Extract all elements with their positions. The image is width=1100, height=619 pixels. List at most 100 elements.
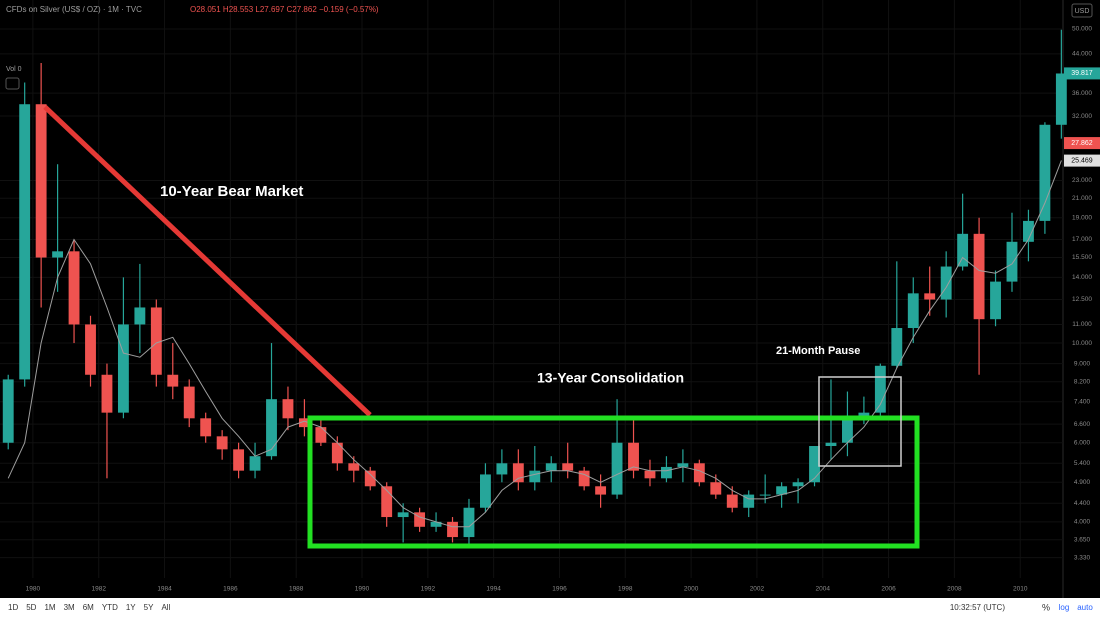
x-tick-label: 2010 — [1013, 586, 1028, 593]
candle-body — [743, 494, 755, 508]
candle-body — [298, 418, 310, 428]
candle-body — [35, 104, 47, 258]
y-tick-label: 21.000 — [1072, 195, 1092, 202]
trend-line — [43, 105, 372, 417]
currency-box — [1071, 3, 1093, 18]
candle-body — [364, 470, 376, 487]
price-marker-label: 27.862 — [1071, 140, 1093, 147]
x-tick-label: 1994 — [486, 586, 501, 593]
candle-body — [595, 486, 607, 495]
y-tick-label: 6.000 — [1074, 439, 1091, 446]
candle-body — [693, 463, 705, 483]
log-toggle[interactable]: log — [1059, 603, 1070, 612]
timeframe-button[interactable]: 1D — [8, 603, 18, 612]
x-tick-label: 1986 — [223, 586, 238, 593]
y-tick-label: 10.000 — [1072, 340, 1092, 347]
candle-body — [348, 463, 360, 471]
y-tick-label: 8.200 — [1074, 378, 1091, 385]
price-marker — [1064, 67, 1100, 80]
collapse-button[interactable] — [5, 77, 20, 90]
candle-body — [167, 374, 179, 387]
y-tick-label: 17.000 — [1072, 236, 1092, 243]
y-tick-label: 9.000 — [1074, 360, 1091, 367]
candle-body — [117, 324, 129, 413]
candle-body — [907, 293, 919, 329]
candle-body — [792, 482, 804, 487]
candle-body — [381, 486, 393, 518]
y-tick-label: 4.900 — [1074, 479, 1091, 486]
candle-body — [858, 412, 870, 419]
candle-body — [496, 463, 508, 475]
candle-body — [85, 324, 96, 375]
candle-body — [529, 470, 541, 483]
annotation: 21-Month Pause — [776, 345, 860, 357]
timeframe-button[interactable]: 1Y — [126, 603, 136, 612]
candle-body — [611, 442, 623, 495]
candle-body — [150, 307, 162, 375]
y-tick-label: 44.000 — [1072, 51, 1092, 58]
moving-average — [7, 160, 1062, 528]
candle-body — [266, 399, 277, 457]
y-tick-label: 7.400 — [1074, 399, 1091, 406]
x-tick-label: 1990 — [355, 586, 370, 593]
x-tick-label: 2006 — [881, 586, 896, 593]
price-marker — [1064, 137, 1100, 150]
candle-body — [957, 233, 969, 267]
candle-body — [282, 399, 294, 419]
candle-body — [973, 233, 985, 320]
candle-body — [134, 307, 146, 325]
candle-body — [578, 470, 590, 487]
price-marker — [1064, 154, 1100, 167]
candle-body — [710, 482, 722, 495]
candle-body — [447, 521, 458, 538]
pause-box — [818, 376, 902, 467]
y-tick-label: 6.600 — [1074, 421, 1091, 428]
price-marker-label: 39.817 — [1071, 70, 1093, 77]
candle-body — [726, 494, 738, 508]
candle-body — [200, 418, 212, 437]
timeframe-button[interactable]: YTD — [102, 603, 118, 612]
ohlc-legend: O28.051 H28.553 L27.697 C27.862 −0.159 (… — [190, 5, 379, 14]
timeframe-button[interactable]: 3M — [64, 603, 75, 612]
candle-body — [891, 328, 903, 366]
candle-body — [842, 418, 853, 443]
candle-body — [940, 266, 952, 300]
percent-toggle[interactable]: % — [1042, 602, 1050, 612]
x-tick-label: 1996 — [552, 586, 567, 593]
candle-body — [216, 436, 228, 450]
candle-body — [19, 104, 31, 380]
candle-body — [644, 470, 656, 479]
candle-body — [397, 512, 409, 518]
candle-body — [414, 512, 426, 527]
candle-body — [562, 463, 574, 471]
annotation: 10-Year Bear Market — [160, 183, 303, 200]
price-marker-label: 25.469 — [1071, 157, 1093, 164]
x-tick-label: 1984 — [157, 586, 172, 593]
auto-toggle[interactable]: auto — [1077, 603, 1093, 612]
timeframe-button[interactable]: All — [161, 603, 170, 612]
timeframe-button[interactable]: 6M — [83, 603, 94, 612]
candle-body — [825, 442, 837, 447]
candle-body — [545, 463, 557, 471]
x-tick-label: 1980 — [26, 586, 41, 593]
x-tick-label: 2004 — [816, 586, 831, 593]
y-tick-label: 4.400 — [1074, 500, 1091, 507]
timeframe-button[interactable]: 5Y — [144, 603, 154, 612]
x-tick-label: 1982 — [91, 586, 106, 593]
candle-body — [512, 463, 524, 483]
timeframe-button[interactable]: 5D — [26, 603, 36, 612]
candle-body — [924, 293, 936, 300]
y-tick-label: 15.500 — [1072, 254, 1092, 261]
volume-label: Vol 0 — [6, 66, 22, 73]
x-tick-label: 2000 — [684, 586, 699, 593]
timeframe-button[interactable]: 1M — [44, 603, 55, 612]
candle-body — [661, 466, 672, 479]
candle-body — [183, 386, 195, 419]
candle-body — [315, 427, 327, 443]
candle-body — [776, 486, 788, 495]
candle-body — [1055, 73, 1067, 125]
candle-body — [809, 446, 820, 483]
y-tick-label: 5.400 — [1074, 460, 1091, 467]
y-tick-label: 3.650 — [1074, 536, 1091, 543]
